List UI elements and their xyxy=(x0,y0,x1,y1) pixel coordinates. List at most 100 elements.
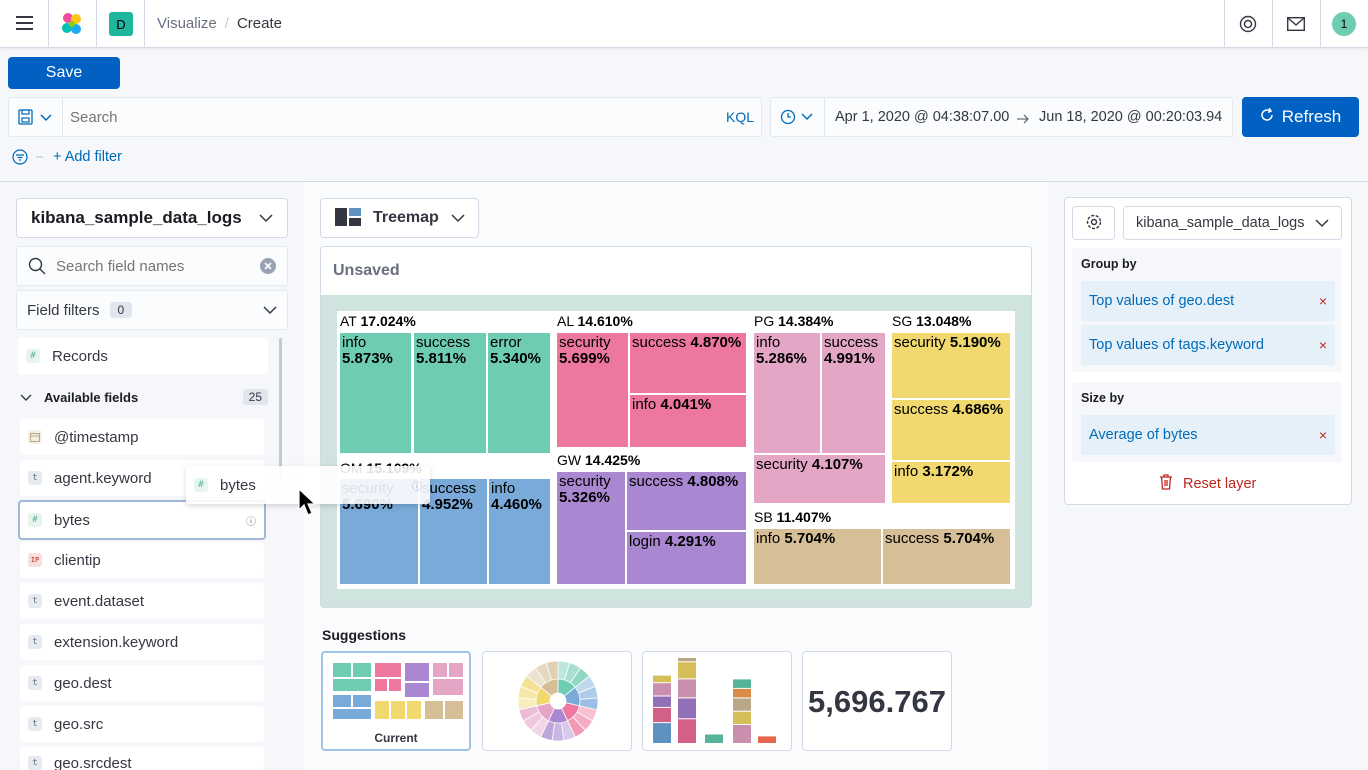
treemap-cell-sb-success[interactable]: success 5.704% xyxy=(883,529,1010,584)
treemap-cell-pg-security[interactable]: security 4.107% xyxy=(754,455,885,503)
field-filters-label: Field filters xyxy=(27,301,100,319)
kql-language-button[interactable]: KQL xyxy=(726,109,755,125)
suggestion-current-treemap[interactable]: Current xyxy=(321,651,471,751)
treemap-cell-om-info[interactable]: info 4.460% xyxy=(489,479,550,584)
field-label: geo.src xyxy=(54,715,104,733)
treemap-cell-gw-security[interactable]: security 5.326% xyxy=(557,472,625,584)
field-geo-srcdest[interactable]: t geo.srcdest xyxy=(20,747,264,770)
clock-icon[interactable] xyxy=(780,109,816,125)
field-label: clientip xyxy=(54,551,101,569)
breadcrumb-create: Create xyxy=(236,15,282,32)
group-by-dimension-2[interactable]: Top values of tags.keyword × xyxy=(1081,325,1335,365)
available-fields-toggle[interactable]: Available fields 25 xyxy=(20,388,268,406)
breadcrumb: Visualize / Create xyxy=(157,15,282,32)
treemap-cell-sg-info[interactable]: info 3.172% xyxy=(892,462,1010,503)
treemap-group-label-al: AL 14.610% xyxy=(557,313,633,329)
breadcrumb-separator: / xyxy=(224,15,229,32)
group-by-label: Group by xyxy=(1081,257,1137,271)
remove-dimension-icon[interactable]: × xyxy=(1318,337,1327,353)
field-label: agent.keyword xyxy=(54,469,152,487)
treemap-cell-at-error[interactable]: error 5.340% xyxy=(488,333,550,453)
index-pattern-label: kibana_sample_data_logs xyxy=(31,208,242,227)
search-icon xyxy=(28,257,46,275)
treemap-cell-sb-info[interactable]: info 5.704% xyxy=(754,529,881,584)
treemap-cell-pg-info[interactable]: info 5.286% xyxy=(754,333,820,453)
field-timestamp[interactable]: @timestamp xyxy=(20,419,264,455)
treemap-cell-om-success[interactable]: success 4.952% xyxy=(420,479,487,584)
filter-icon[interactable] xyxy=(12,149,44,165)
chart-type-switcher[interactable]: Treemap xyxy=(320,198,479,238)
info-icon[interactable]: ⓘ xyxy=(246,516,256,528)
group-by-dimension-1[interactable]: Top values of geo.dest × xyxy=(1081,281,1335,321)
clear-search-icon[interactable] xyxy=(260,258,276,274)
kibana-logo-icon[interactable] xyxy=(60,12,84,36)
field-event-dataset[interactable]: t event.dataset xyxy=(20,583,264,619)
treemap-cell-at-info[interactable]: info 5.873% xyxy=(340,333,411,453)
user-avatar[interactable]: 1 xyxy=(1332,12,1356,36)
treemap-cell-sg-security[interactable]: security 5.190% xyxy=(892,333,1010,398)
suggestion-metric[interactable]: 5,696.767 xyxy=(802,651,952,751)
bar-thumbnail-icon xyxy=(653,658,776,743)
treemap-cell-sg-success[interactable]: success 4.686% xyxy=(892,400,1010,460)
remove-dimension-icon[interactable]: × xyxy=(1318,293,1327,309)
layer-index-pattern-picker[interactable]: kibana_sample_data_logs xyxy=(1123,206,1342,240)
available-fields-label: Available fields xyxy=(44,389,139,405)
layer-settings-button[interactable] xyxy=(1072,206,1115,240)
gear-icon xyxy=(1085,213,1103,234)
treemap-cell-gw-login[interactable]: login 4.291% xyxy=(627,532,746,584)
index-pattern-picker[interactable]: kibana_sample_data_logs xyxy=(16,198,288,238)
newsfeed-mail-icon[interactable] xyxy=(1286,16,1306,32)
help-icon[interactable] xyxy=(1239,15,1257,33)
dimension-label: Top values of tags.keyword xyxy=(1089,337,1264,353)
chevron-down-icon xyxy=(20,389,32,405)
suggestion-current-label: Current xyxy=(374,731,418,745)
save-button[interactable]: Save xyxy=(8,57,120,89)
remove-dimension-icon[interactable]: × xyxy=(1318,427,1327,443)
number-type-icon: # xyxy=(194,478,208,492)
space-avatar[interactable]: D xyxy=(109,12,133,36)
records-field[interactable]: # Records xyxy=(18,338,268,374)
string-type-icon: t xyxy=(28,717,42,731)
treemap-cell-al-info[interactable]: info 4.041% xyxy=(630,395,746,447)
suggestion-bar[interactable] xyxy=(642,651,792,751)
treemap-cell-al-security[interactable]: security 5.699% xyxy=(557,333,628,447)
metric-value: 5,696.767 xyxy=(808,684,946,719)
field-bytes[interactable]: # bytes ⓘ xyxy=(18,500,266,540)
chevron-down-icon xyxy=(451,210,465,226)
refresh-button[interactable]: Refresh xyxy=(1242,97,1359,137)
saved-query-icon[interactable] xyxy=(18,108,58,126)
refresh-icon xyxy=(1260,107,1274,127)
info-icon: ⓘ xyxy=(412,481,422,493)
date-end[interactable]: Jun 18, 2020 @ 00:20:03.94 xyxy=(1039,109,1223,125)
treemap-cell-pg-success[interactable]: success 4.991% xyxy=(822,333,885,453)
layer-index-pattern-label: kibana_sample_data_logs xyxy=(1136,215,1305,231)
size-by-dimension[interactable]: Average of bytes × xyxy=(1081,415,1335,455)
treemap-cell-gw-success[interactable]: success 4.808% xyxy=(627,472,746,530)
field-geo-src[interactable]: t geo.src xyxy=(20,706,264,742)
chart-type-label: Treemap xyxy=(373,209,439,226)
number-type-icon: # xyxy=(28,513,42,527)
suggestion-donut[interactable] xyxy=(482,651,632,751)
field-extension-keyword[interactable]: t extension.keyword xyxy=(20,624,264,660)
string-type-icon: t xyxy=(28,676,42,690)
add-filter-button[interactable]: + Add filter xyxy=(53,149,122,165)
field-filters-button[interactable]: Field filters 0 xyxy=(16,290,288,330)
top-header: D Visualize / Create 1 xyxy=(0,0,1368,48)
treemap-chart[interactable]: info 5.873% success 5.811% error 5.340% AT 17.… xyxy=(337,311,1015,589)
breadcrumb-visualize[interactable]: Visualize xyxy=(157,15,217,32)
reset-layer-label: Reset layer xyxy=(1183,476,1257,492)
menu-icon[interactable] xyxy=(16,16,33,30)
field-clientip[interactable]: IP clientip xyxy=(20,542,264,578)
field-search-input[interactable] xyxy=(50,250,250,282)
field-geo-dest[interactable]: t geo.dest xyxy=(20,665,264,701)
string-type-icon: t xyxy=(28,471,42,485)
treemap-cell-at-success[interactable]: success 5.811% xyxy=(414,333,486,453)
suggestions-title: Suggestions xyxy=(322,627,407,643)
treemap-cell-al-success[interactable]: success 4.870% xyxy=(630,333,746,393)
refresh-label: Refresh xyxy=(1281,107,1342,126)
date-start[interactable]: Apr 1, 2020 @ 04:38:07.00 xyxy=(835,109,1010,125)
sidebar-scrollbar[interactable] xyxy=(279,338,282,478)
query-search-input[interactable] xyxy=(64,99,714,135)
reset-layer-button[interactable]: Reset layer xyxy=(1159,474,1256,494)
drag-ghost: # bytes ⓘ xyxy=(186,466,430,504)
